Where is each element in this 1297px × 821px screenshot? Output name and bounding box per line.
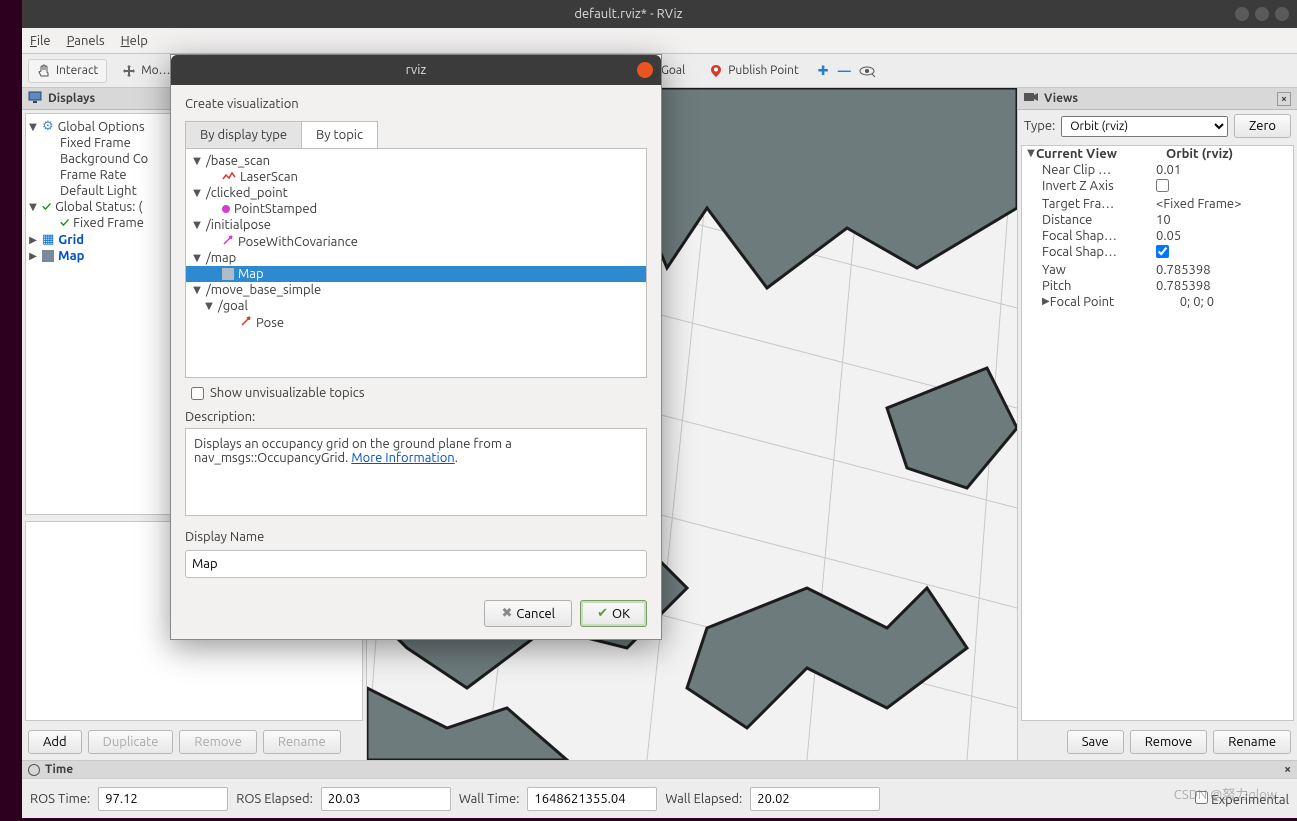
ros-elapsed-input[interactable]	[321, 787, 451, 811]
view-properties[interactable]: ▼Current ViewOrbit (rviz) Near Clip …0.0…	[1021, 145, 1294, 721]
monitor-icon	[28, 91, 42, 106]
wall-elapsed-label: Wall Elapsed:	[665, 792, 742, 806]
minimize-icon[interactable]	[1235, 7, 1249, 21]
topic-map-type[interactable]: Map	[238, 267, 264, 281]
dialog-close-icon[interactable]	[637, 62, 653, 78]
display-name-input[interactable]	[185, 550, 647, 578]
topic-pointstamped[interactable]: PointStamped	[234, 202, 317, 216]
duplicate-button[interactable]: Duplicate	[88, 730, 174, 754]
pin-icon	[709, 64, 723, 78]
interact-button[interactable]: Interact	[28, 59, 107, 83]
clock-icon	[28, 764, 40, 776]
dialog-heading: Create visualization	[185, 97, 647, 111]
cancel-button[interactable]: ✖Cancel	[484, 600, 572, 627]
check-icon: ✓	[42, 200, 51, 214]
topic-pose[interactable]: Pose	[256, 316, 284, 330]
description-box: Displays an occupancy grid on the ground…	[185, 428, 647, 516]
pose-arrow-icon	[222, 234, 234, 249]
grid-icon: ▦	[42, 232, 54, 247]
tree-fixed-frame2[interactable]: Fixed Frame	[73, 216, 144, 230]
window-title: default.rviz* - RViz	[22, 7, 1235, 21]
camera-icon	[1024, 92, 1038, 105]
save-view-button[interactable]: Save	[1067, 730, 1124, 754]
tab-by-topic[interactable]: By topic	[301, 121, 378, 148]
check-icon: ✓	[60, 216, 69, 230]
close-icon[interactable]	[1275, 7, 1289, 21]
wall-elapsed-input[interactable]	[750, 787, 880, 811]
gear-icon: ⚙	[42, 119, 54, 134]
topic-move-base[interactable]: /move_base_simple	[206, 283, 321, 297]
display-name-label: Display Name	[185, 530, 647, 544]
wall-time-label: Wall Time:	[459, 792, 520, 806]
menu-help[interactable]: Help	[121, 34, 148, 48]
move-icon	[122, 64, 136, 78]
zero-button[interactable]: Zero	[1234, 114, 1291, 138]
minus-icon[interactable]: —	[834, 64, 848, 78]
eye-icon[interactable]	[854, 64, 868, 78]
time-panel: Time × ROS Time: ROS Elapsed: Wall Time:…	[22, 760, 1297, 818]
add-button[interactable]: Add	[28, 730, 82, 754]
topic-map[interactable]: /map	[206, 251, 236, 265]
tree-default-light[interactable]: Default Light	[60, 184, 137, 198]
menu-file[interactable]: File	[30, 34, 51, 48]
ok-icon: ✔	[597, 606, 608, 621]
topic-posewithcov[interactable]: PoseWithCovariance	[238, 235, 358, 249]
tree-map[interactable]: Map	[58, 249, 84, 263]
ros-time-input[interactable]	[98, 787, 228, 811]
tree-global-status[interactable]: Global Status: (	[55, 200, 142, 214]
description-label: Description:	[185, 410, 647, 424]
panel-close-icon[interactable]: ×	[1284, 763, 1291, 776]
view-type-select[interactable]: Orbit (rviz)	[1061, 116, 1228, 137]
displays-title: Displays	[48, 92, 95, 105]
topic-laserscan[interactable]: LaserScan	[240, 170, 298, 184]
show-unvisualizable-label: Show unvisualizable topics	[210, 386, 364, 400]
tab-by-display-type[interactable]: By display type	[185, 121, 302, 148]
plus-icon[interactable]: ✚	[814, 64, 828, 78]
launcher-sidebar	[0, 28, 22, 821]
rename-button[interactable]: Rename	[263, 730, 341, 754]
ros-time-label: ROS Time:	[30, 792, 90, 806]
tree-bg-color[interactable]: Background Co	[60, 152, 148, 166]
topic-clicked-point[interactable]: /clicked_point	[206, 186, 288, 200]
remove-view-button[interactable]: Remove	[1130, 730, 1208, 754]
hand-icon	[37, 64, 51, 78]
invert-z-checkbox[interactable]	[1156, 179, 1169, 192]
type-label: Type:	[1024, 119, 1055, 133]
publish-point-button[interactable]: Publish Point	[700, 59, 807, 83]
point-icon	[222, 205, 230, 213]
ros-elapsed-label: ROS Elapsed:	[236, 792, 313, 806]
dialog-title: rviz	[406, 63, 427, 77]
more-info-link[interactable]: More Information	[351, 451, 454, 465]
show-unvisualizable-checkbox[interactable]	[191, 387, 204, 400]
menubar: File Panels Help	[22, 28, 1297, 54]
focal-shape-checkbox[interactable]	[1156, 245, 1169, 258]
tree-fixed-frame[interactable]: Fixed Frame	[60, 136, 131, 150]
ok-button[interactable]: ✔OK	[580, 600, 647, 627]
time-title: Time	[45, 763, 73, 776]
topic-goal[interactable]: /goal	[218, 299, 248, 313]
topic-base-scan[interactable]: /base_scan	[206, 154, 270, 168]
laserscan-icon	[222, 170, 236, 184]
wall-time-input[interactable]	[527, 787, 657, 811]
panel-close-icon[interactable]: ×	[1277, 92, 1291, 106]
cancel-icon: ✖	[501, 606, 512, 621]
map-icon	[42, 250, 54, 262]
tree-global-options[interactable]: Global Options	[58, 120, 145, 134]
pose-arrow-icon	[240, 315, 252, 330]
topic-initialpose[interactable]: /initialpose	[206, 218, 271, 232]
rename-view-button[interactable]: Rename	[1213, 730, 1291, 754]
create-visualization-dialog: rviz Create visualization By display typ…	[170, 54, 662, 640]
remove-button[interactable]: Remove	[179, 730, 257, 754]
menu-panels[interactable]: Panels	[67, 34, 105, 48]
views-panel: Views × Type: Orbit (rviz) Zero ▼Current…	[1017, 88, 1297, 760]
maximize-icon[interactable]	[1255, 7, 1269, 21]
views-title: Views	[1044, 92, 1078, 105]
tree-grid[interactable]: Grid	[58, 233, 84, 247]
window-titlebar: default.rviz* - RViz	[22, 0, 1297, 28]
watermark: CSDN @努力glow	[1174, 784, 1277, 803]
map-icon	[222, 268, 234, 280]
tree-frame-rate[interactable]: Frame Rate	[60, 168, 127, 182]
topic-tree[interactable]: ▼/base_scan LaserScan ▼/clicked_point Po…	[185, 148, 647, 378]
